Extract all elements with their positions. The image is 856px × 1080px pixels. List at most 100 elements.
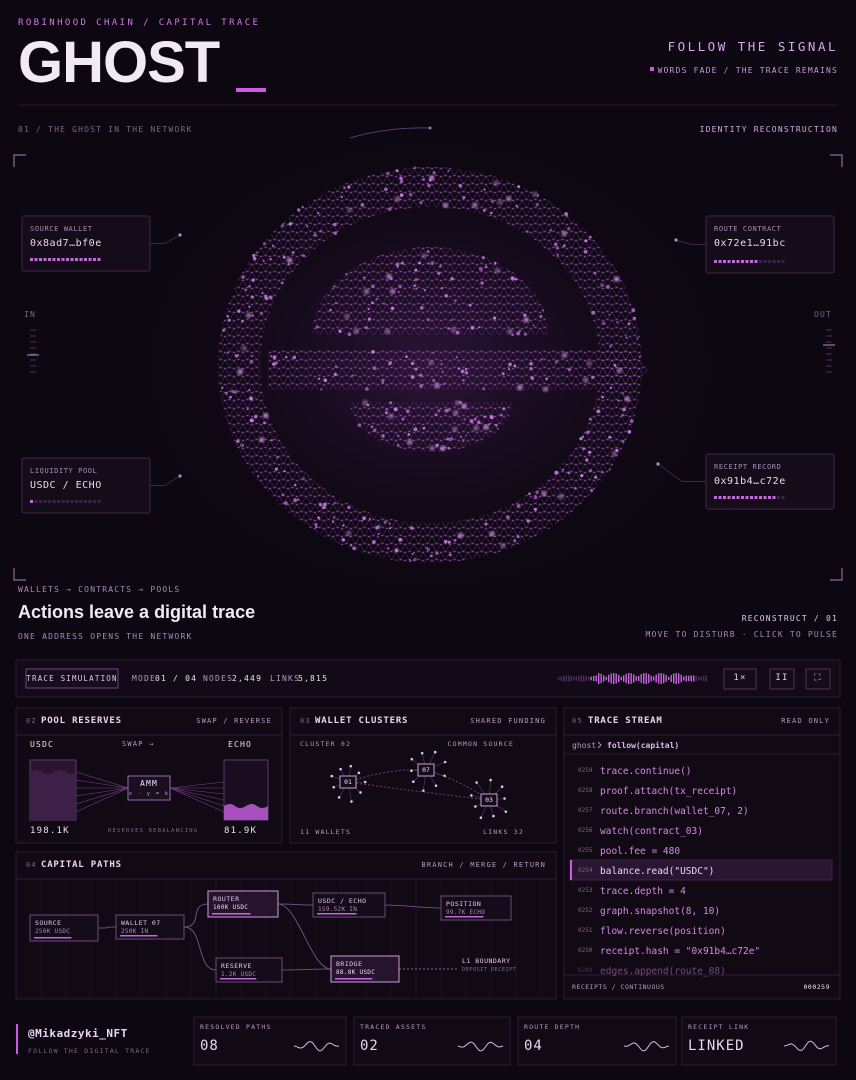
spark: [319, 229, 323, 233]
card-meter: [745, 496, 749, 499]
spark: [249, 360, 254, 364]
panel-number: 03: [300, 717, 311, 725]
spark: [567, 227, 571, 231]
spark: [333, 285, 336, 288]
node-bar: [317, 913, 357, 915]
spark: [297, 498, 300, 501]
waveform-bar: [570, 676, 572, 681]
spark: [386, 273, 392, 280]
waveform-bar: [593, 675, 595, 682]
card-link-dot: [178, 233, 182, 237]
spark: [594, 475, 598, 479]
spark: [589, 488, 594, 492]
waveform-bar: [595, 675, 597, 682]
card-meter: [52, 258, 56, 261]
spark: [621, 413, 625, 417]
section-label: 01 / THE GHOST IN THE NETWORK: [18, 125, 193, 134]
card-link: [150, 475, 181, 486]
spark: [478, 326, 481, 329]
panel-tag: SWAP / REVERSE: [196, 717, 272, 725]
wallet-node: [363, 780, 367, 784]
code-line: edges.append(route_08): [600, 966, 726, 977]
control-button-label[interactable]: II: [775, 673, 789, 683]
stat-sparkline: [293, 1041, 340, 1052]
spark: [532, 191, 538, 197]
spark: [248, 388, 251, 392]
spark: [591, 375, 595, 379]
card-meter: [79, 258, 83, 261]
control-button[interactable]: [805, 668, 831, 690]
spark: [395, 262, 400, 267]
waveform-bar: [660, 673, 662, 684]
card-meter: [759, 260, 762, 263]
spark: [410, 361, 415, 366]
waveform-bar: [695, 675, 697, 682]
flow-line: [75, 771, 129, 789]
card-meter: [57, 258, 60, 261]
spark: [447, 446, 450, 450]
waveform-bar: [565, 675, 567, 682]
card-meter: [781, 260, 785, 263]
spark: [284, 501, 288, 505]
spark: [512, 539, 517, 543]
card-meter: [714, 496, 717, 499]
spark: [413, 284, 416, 287]
path-node-value: DEPOSIT RECEIPT: [462, 967, 517, 973]
spark: [271, 244, 275, 248]
spark: [421, 253, 427, 259]
spark: [609, 386, 613, 389]
spark: [464, 371, 469, 375]
subline: ONE ADDRESS OPENS THE NETWORK: [18, 632, 193, 641]
spark: [274, 467, 279, 471]
spark: [259, 437, 265, 443]
control-button-label[interactable]: 1×: [733, 673, 747, 683]
spark: [621, 440, 625, 443]
spark: [434, 413, 438, 417]
spark: [562, 244, 566, 248]
waveform-bar: [640, 674, 642, 683]
spark: [500, 413, 503, 417]
wallet-node: [504, 810, 508, 813]
spark: [342, 524, 345, 527]
spark: [495, 423, 498, 427]
stat-value: LINKED: [688, 1038, 745, 1054]
spark: [251, 355, 254, 358]
spark: [350, 544, 353, 547]
spark: [556, 253, 560, 256]
waveform-bar: [673, 673, 675, 684]
spark: [347, 505, 351, 510]
control-button-label[interactable]: ⛶: [814, 673, 822, 683]
spark: [428, 360, 434, 366]
waveform-bar: [598, 673, 600, 684]
wallet-node: [359, 791, 362, 794]
spark: [405, 355, 408, 358]
spark: [281, 281, 284, 285]
path-node-value: 159.52K IN: [318, 906, 358, 913]
wallet-node: [357, 771, 361, 775]
spark: [596, 409, 601, 414]
spark: [333, 372, 338, 377]
stat-value: 04: [524, 1038, 543, 1054]
spark: [371, 349, 375, 354]
spark: [422, 178, 425, 181]
node-bar: [212, 913, 251, 915]
spark: [543, 386, 549, 392]
spark: [263, 413, 269, 419]
headline: Actions leave a digital trace: [18, 602, 256, 622]
line-number: 0259: [578, 767, 593, 774]
control-button[interactable]: [769, 668, 795, 690]
wallet-node: [420, 751, 424, 755]
card-meter: [88, 500, 92, 503]
action-label: RECONSTRUCT / 01: [741, 614, 838, 623]
capital-flow: [277, 903, 314, 906]
spark: [370, 284, 375, 289]
waveform-bar: [578, 675, 580, 682]
control-button[interactable]: [723, 668, 757, 690]
command: follow(capital): [607, 741, 680, 750]
spark: [390, 306, 395, 311]
stream-footer: RECEIPTS / CONTINUOUS: [572, 983, 665, 991]
spark: [361, 519, 364, 522]
spark: [333, 231, 338, 235]
spark: [447, 169, 450, 172]
waveform-bar: [620, 676, 622, 681]
